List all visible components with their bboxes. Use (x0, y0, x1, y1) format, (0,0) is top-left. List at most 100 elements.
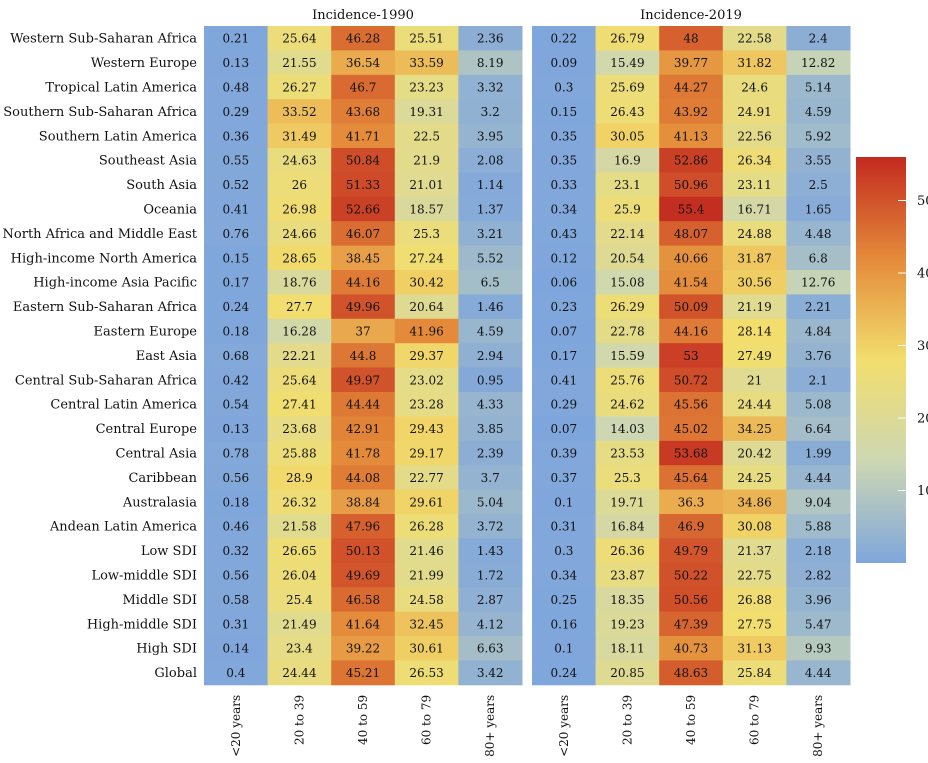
heatmap-cell (722, 148, 787, 173)
row-label: Tropical Latin America (45, 81, 197, 96)
heatmap-cell (786, 538, 851, 564)
cell-value-label: 15.49 (610, 56, 644, 70)
cell-value-label: 45.64 (674, 471, 709, 485)
heatmap-cell (331, 245, 396, 271)
heatmap-cell (331, 465, 396, 491)
heatmap-cell (204, 148, 269, 173)
cell-value-label: 0.17 (550, 349, 577, 363)
heatmap-cell (267, 196, 332, 222)
heatmap-cell (659, 611, 724, 637)
cell-value-label: 30.08 (737, 520, 771, 534)
heatmap-cell (786, 270, 851, 295)
heatmap-cell (204, 440, 269, 466)
heatmap-cell (458, 270, 523, 295)
heatmap-cell (786, 123, 851, 149)
cell-value-label: 23.23 (409, 81, 443, 95)
row-label: Low-middle SDI (91, 569, 197, 584)
heatmap-cell (331, 489, 396, 515)
cell-value-label: 24.25 (737, 471, 771, 485)
cell-value-label: 4.48 (805, 227, 832, 241)
cell-value-label: 5.14 (805, 81, 832, 95)
heatmap-cell (458, 465, 523, 491)
heatmap-cell (267, 99, 332, 125)
heatmap-cell (722, 416, 787, 442)
heatmap-cell (722, 392, 787, 417)
cell-value-label: 0.4 (226, 666, 245, 680)
heatmap-cell (532, 50, 597, 76)
heatmap-cell (722, 26, 787, 51)
cell-value-label: 25.64 (282, 32, 317, 46)
heatmap-cell (722, 465, 787, 491)
cell-value-label: 21.99 (409, 569, 443, 583)
heatmap-cell (659, 318, 724, 344)
heatmap-cell (458, 392, 523, 417)
cell-value-label: 2.94 (477, 349, 504, 363)
heatmap-cell (532, 343, 597, 369)
cell-value-label: 0.24 (222, 300, 249, 314)
cell-value-label: 0.41 (222, 203, 249, 217)
heatmap-cell (595, 245, 660, 271)
cell-value-label: 53.68 (674, 447, 708, 461)
cell-value-label: 50.72 (674, 373, 708, 387)
cell-value-label: 44.27 (674, 81, 708, 95)
heatmap-cell (595, 392, 660, 417)
cell-value-label: 0.46 (222, 520, 249, 534)
cell-value-label: 23.02 (409, 373, 443, 387)
cell-value-label: 50.09 (674, 300, 708, 314)
row-label: Western Europe (91, 56, 198, 71)
cell-value-label: 0.33 (550, 178, 577, 192)
cell-value-label: 42.91 (346, 422, 380, 436)
heatmap-cell (331, 636, 396, 661)
heatmap-cell (659, 123, 724, 149)
heatmap-cell (204, 611, 269, 637)
heatmap-cell (267, 465, 332, 491)
heatmap-panel: 0.22 26.79 48 22.58 2.4 0.09 15.49 39.77 31.82 12… (532, 26, 851, 686)
cell-value-label: 22.5 (413, 129, 440, 143)
cell-value-label: 41.96 (409, 325, 443, 339)
heatmap-cell (532, 538, 597, 564)
panel-title: Incidence-2019 (640, 8, 742, 23)
cell-value-label: 26.27 (282, 81, 316, 95)
heatmap-cell (331, 416, 396, 442)
cell-value-label: 16.84 (610, 520, 645, 534)
heatmap-cell (722, 660, 787, 686)
heatmap-cell (786, 245, 851, 271)
cell-value-label: 44.44 (346, 398, 381, 412)
cell-value-label: 26.32 (282, 495, 316, 509)
cell-value-label: 29.17 (409, 447, 443, 461)
cell-value-label: 22.56 (737, 129, 771, 143)
heatmap-cell (458, 636, 523, 661)
heatmap-cell (331, 270, 396, 295)
cell-value-label: 33.52 (282, 105, 316, 119)
cell-value-label: 29.43 (409, 422, 443, 436)
cell-value-label: 41.71 (346, 129, 380, 143)
heatmap-cell (458, 587, 523, 613)
cell-value-label: 0.76 (222, 227, 249, 241)
heatmap-cell (786, 318, 851, 344)
cell-value-label: 1.37 (477, 203, 504, 217)
cell-value-label: 36.54 (346, 56, 381, 70)
column-tick-label: 60 to 79 (748, 695, 762, 745)
cell-value-label: 1.72 (477, 569, 504, 583)
heatmap-cell (394, 245, 459, 271)
heatmap-cell (722, 172, 787, 198)
cell-value-label: 28.65 (282, 251, 316, 265)
cell-value-label: 46.07 (346, 227, 380, 241)
cell-value-label: 0.52 (222, 178, 249, 192)
heatmap-cell (267, 26, 332, 51)
cell-value-label: 1.65 (805, 203, 832, 217)
heatmap-cell (204, 367, 269, 393)
heatmap-cell (659, 392, 724, 417)
cell-value-label: 0.13 (222, 56, 249, 70)
heatmap-cell (331, 367, 396, 393)
column-tick-label: 40 to 59 (356, 695, 370, 745)
cell-value-label: 3.42 (477, 666, 504, 680)
heatmap-cell (595, 562, 660, 588)
heatmap-cell (331, 660, 396, 686)
cell-value-label: 26.88 (737, 593, 771, 607)
heatmap-cell (204, 636, 269, 661)
cell-value-label: 50.13 (346, 544, 380, 558)
heatmap-cell (394, 26, 459, 51)
heatmap-panel: 0.21 25.64 46.28 25.51 2.36 0.13 21.55 36.54 33.… (204, 26, 523, 686)
cell-value-label: 31.82 (737, 56, 771, 70)
